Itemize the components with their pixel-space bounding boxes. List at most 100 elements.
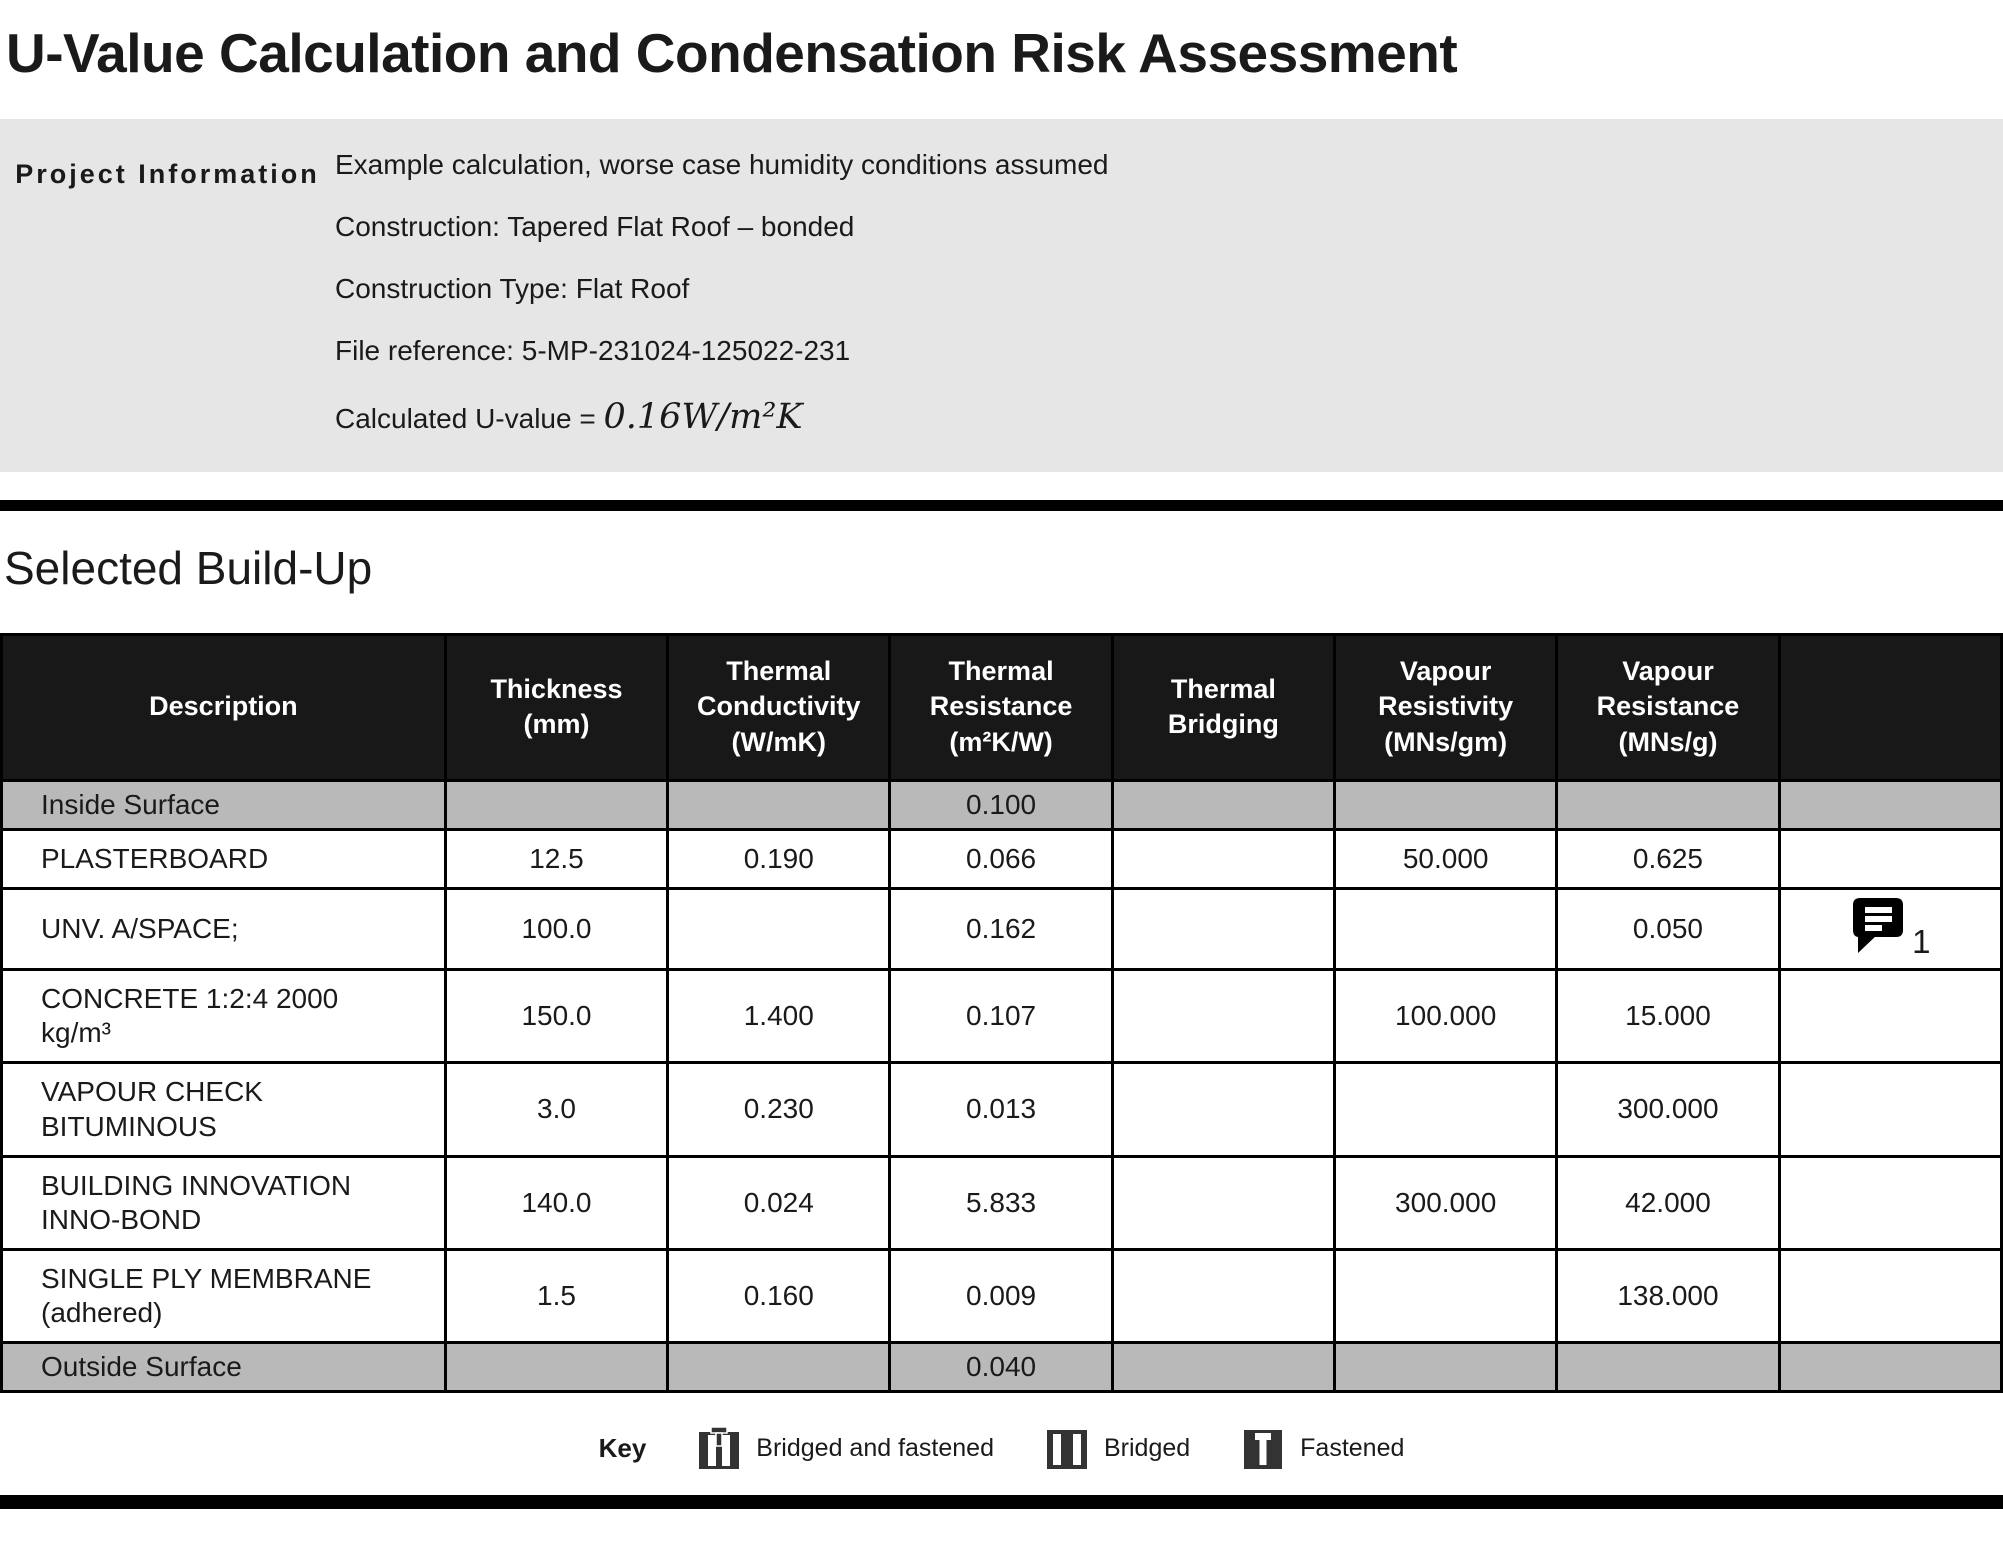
key-item-fastened: Fastened <box>1242 1426 1404 1470</box>
cell-thermal-resistance: 0.009 <box>888 1247 1114 1345</box>
cell-thermal-conductivity: 0.024 <box>666 1154 892 1251</box>
u-value-math: 0.16W/m²K <box>603 397 803 438</box>
cell-vapour-resistance: 42.000 <box>1555 1154 1781 1251</box>
cell-thermal-resistance: 5.833 <box>888 1154 1114 1251</box>
cell-vapour-resistance: 138.000 <box>1555 1247 1781 1345</box>
column-header-description: Description <box>0 632 447 782</box>
cell-thermal-conductivity <box>666 1341 892 1394</box>
cell-description: BUILDING INNOVATION INNO-BOND <box>0 1154 447 1251</box>
cell-vapour-resistance <box>1555 778 1781 831</box>
cell-thickness: 1.5 <box>443 1247 670 1345</box>
key-item-label: Fastened <box>1300 1433 1405 1462</box>
cell-note <box>1777 1341 2003 1394</box>
cell-thickness: 100.0 <box>443 886 670 972</box>
cell-thermal-resistance: 0.040 <box>888 1341 1114 1394</box>
document-page: U-Value Calculation and Condensation Ris… <box>0 22 2003 1510</box>
cell-vapour-resistivity <box>1333 1341 1559 1394</box>
cell-vapour-resistivity <box>1333 886 1559 972</box>
cell-description: SINGLE PLY MEMBRANE (adhered) <box>0 1247 447 1345</box>
table-row: Inside Surface 0.100 <box>0 778 2003 831</box>
cell-thermal-conductivity <box>666 886 892 972</box>
fastened-icon <box>1244 1430 1283 1470</box>
cell-vapour-resistivity: 50.000 <box>1333 827 1559 890</box>
cell-description: Inside Surface <box>0 778 447 831</box>
cell-vapour-resistivity <box>1333 778 1559 831</box>
cell-thermal-conductivity <box>666 778 892 831</box>
table-header-row: Description Thickness (mm) Thermal Condu… <box>0 632 2003 782</box>
cell-thermal-resistance: 0.066 <box>888 827 1114 890</box>
bridged-icon <box>1046 1430 1087 1470</box>
project-info-content: Example calculation, worse case humidity… <box>335 149 2003 438</box>
cell-thickness: 3.0 <box>443 1061 670 1158</box>
project-info-label: Project Information <box>15 158 320 189</box>
cell-vapour-resistance: 15.000 <box>1555 968 1781 1065</box>
cell-thermal-conductivity: 0.230 <box>666 1061 892 1158</box>
key-item-bridged: Bridged <box>1046 1426 1190 1470</box>
table-row: Outside Surface 0.040 <box>0 1341 2003 1394</box>
cell-note <box>1777 1247 2003 1345</box>
table-row: PLASTERBOARD 12.5 0.190 0.066 50.000 0.6… <box>0 827 2003 890</box>
cell-thermal-resistance: 0.162 <box>888 886 1114 972</box>
cell-thermal-resistance: 0.107 <box>888 968 1114 1065</box>
cell-thermal-resistance: 0.013 <box>888 1061 1114 1158</box>
table-row: VAPOUR CHECK BITUMINOUS 3.0 0.230 0.013 … <box>0 1061 2003 1158</box>
buildup-table: Description Thickness (mm) Thermal Condu… <box>0 632 2003 1394</box>
key-item-bridged-and-fastened: Bridged and fastened <box>698 1426 994 1470</box>
cell-description: Outside Surface <box>0 1341 447 1394</box>
cell-note <box>1777 778 2003 831</box>
cell-thermal-bridging <box>1110 1341 1337 1394</box>
cell-vapour-resistivity <box>1333 1061 1559 1158</box>
project-info-line: Construction Type: Flat Roof <box>335 273 690 305</box>
cell-note <box>1777 827 2003 890</box>
bridged-and-fastened-icon <box>699 1426 740 1470</box>
bottom-border <box>0 1495 2003 1510</box>
cell-vapour-resistance: 0.050 <box>1555 886 1781 972</box>
table-row: UNV. A/SPACE; 100.0 0.162 0.050 1 <box>0 886 2003 972</box>
u-value-label: Calculated U-value = <box>335 403 604 435</box>
comment-note-number: 1 <box>1912 922 1931 960</box>
table-row: CONCRETE 1:2:4 2000 kg/m³ 150.0 1.400 0.… <box>0 968 2003 1065</box>
calculated-u-value: Calculated U-value = 0.16W/m²K <box>335 397 1963 437</box>
project-info-line: File reference: 5-MP-231024-125022-231 <box>335 335 851 367</box>
key-item-label: Bridged <box>1103 1433 1191 1462</box>
column-header-vapour-resistance: Vapour Resistance (MNs/g) <box>1555 632 1781 782</box>
cell-vapour-resistivity: 300.000 <box>1333 1154 1559 1251</box>
project-info-line: Construction: Tapered Flat Roof – bonded <box>335 210 855 242</box>
cell-thermal-bridging <box>1110 1247 1337 1345</box>
cell-thermal-conductivity: 0.190 <box>666 827 892 890</box>
cell-note <box>1777 968 2003 1065</box>
cell-note <box>1777 1061 2003 1158</box>
column-header-vapour-resistivity: Vapour Resistivity (MNs/gm) <box>1333 632 1559 782</box>
cell-note <box>1777 1154 2003 1251</box>
cell-thickness: 12.5 <box>443 827 670 890</box>
cell-note: 1 <box>1777 886 2003 972</box>
cell-description: VAPOUR CHECK BITUMINOUS <box>0 1061 447 1158</box>
key-label: Key <box>598 1432 647 1463</box>
cell-vapour-resistivity <box>1333 1247 1559 1345</box>
comment-icon[interactable] <box>1850 896 1904 954</box>
cell-thickness <box>443 1341 670 1394</box>
project-info-box: Project Information Example calculation,… <box>0 118 2003 472</box>
section-divider <box>0 499 2003 511</box>
key-item-label: Bridged and fastened <box>756 1433 994 1462</box>
project-info-line: Example calculation, worse case humidity… <box>335 148 1109 180</box>
table-row: SINGLE PLY MEMBRANE (adhered) 1.5 0.160 … <box>0 1247 2003 1345</box>
column-header-thermal-conductivity: Thermal Conductivity (W/mK) <box>666 632 892 782</box>
cell-thickness: 140.0 <box>443 1154 670 1251</box>
column-header-thermal-bridging: Thermal Bridging <box>1110 632 1337 782</box>
cell-description: PLASTERBOARD <box>0 827 447 890</box>
cell-thermal-resistance: 0.100 <box>888 778 1114 831</box>
cell-thermal-conductivity: 0.160 <box>666 1247 892 1345</box>
cell-thermal-conductivity: 1.400 <box>666 968 892 1065</box>
cell-description: UNV. A/SPACE; <box>0 886 447 972</box>
table-row: BUILDING INNOVATION INNO-BOND 140.0 0.02… <box>0 1154 2003 1251</box>
cell-thermal-bridging <box>1110 778 1337 831</box>
cell-vapour-resistance: 300.000 <box>1555 1061 1781 1158</box>
cell-thermal-bridging <box>1110 968 1337 1065</box>
section-title: Selected Build-Up <box>4 541 373 594</box>
cell-thermal-bridging <box>1110 827 1337 890</box>
cell-vapour-resistivity: 100.000 <box>1333 968 1559 1065</box>
comment-note[interactable]: 1 <box>1850 896 1930 958</box>
cell-vapour-resistance: 0.625 <box>1555 827 1781 890</box>
cell-thermal-bridging <box>1110 1154 1337 1251</box>
